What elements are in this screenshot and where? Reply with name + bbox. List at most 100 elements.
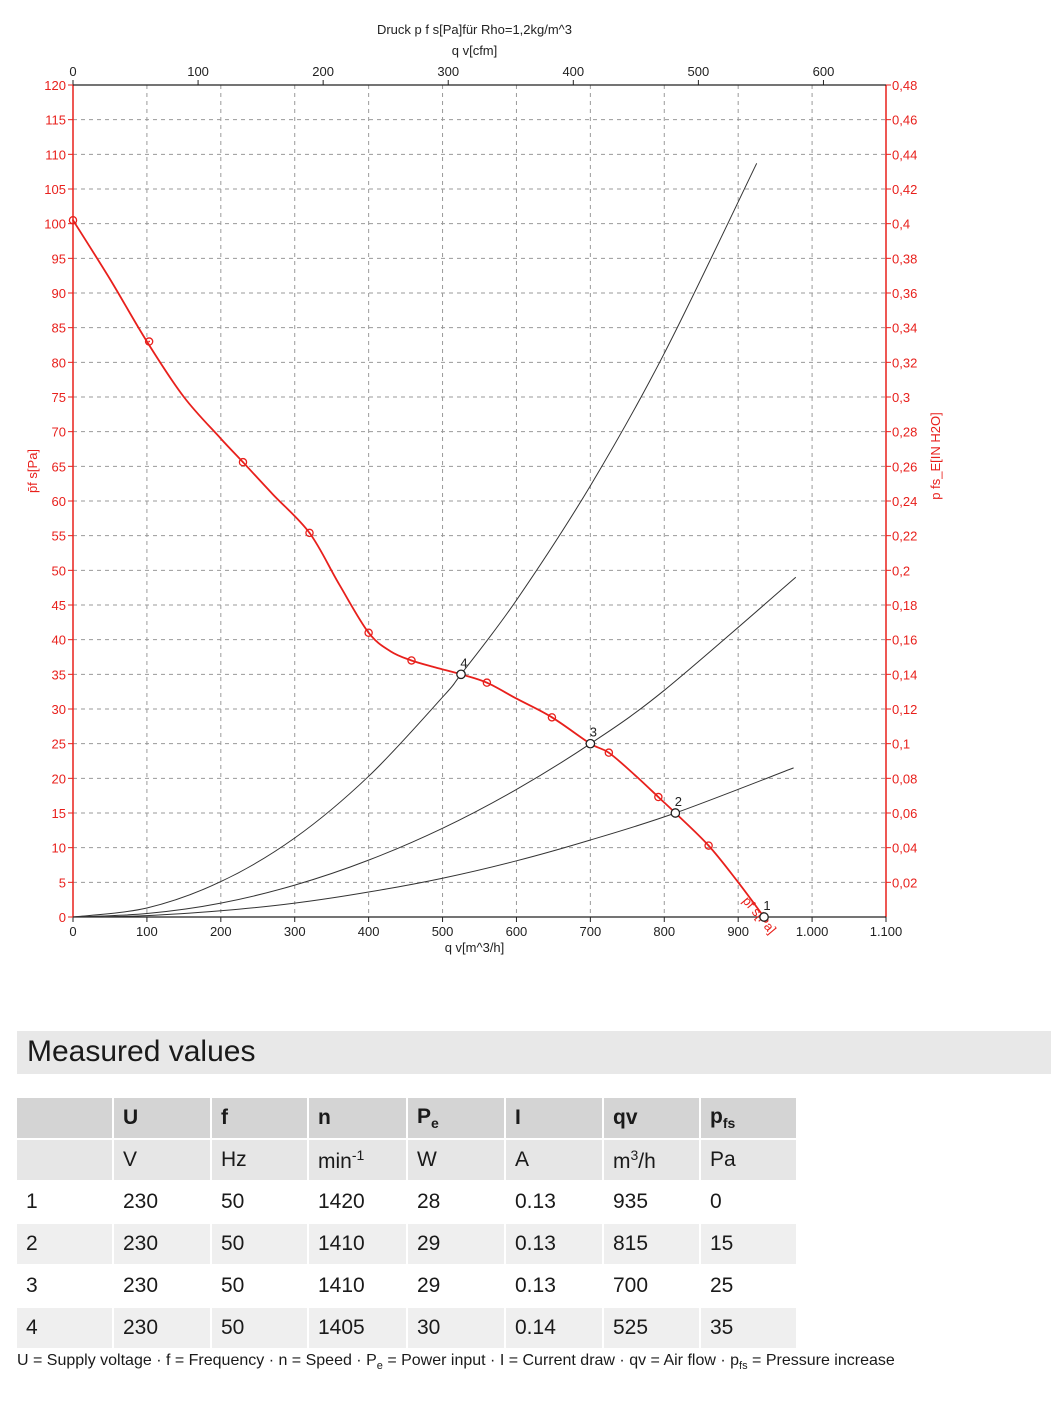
y-right-tick-label: 0,26 (892, 459, 917, 474)
table-row: 1 230 50 1420 28 0.13 935 0 (17, 1182, 798, 1224)
legend-sub-1: e (376, 1360, 383, 1373)
header-text: f (221, 1106, 228, 1129)
x-tick-label: 0 (69, 924, 76, 939)
y-right-tick-label: 0,18 (892, 598, 917, 613)
fan-curve-line (72, 219, 765, 918)
unit-text: A (515, 1148, 530, 1171)
x-tick-label: 1.100 (870, 924, 903, 939)
header-text: P (417, 1104, 432, 1128)
y-right-tick-label: 0,08 (892, 771, 917, 786)
table-row: 3 230 50 1410 29 0.13 700 25 (17, 1266, 798, 1308)
x-tick-label: 800 (653, 924, 675, 939)
fan-curve-marker-dot (148, 340, 151, 343)
y-tick-label: 35 (52, 667, 66, 682)
y-axis-label: p̄f s[Pa] (25, 449, 40, 493)
table-cell: 1405 (309, 1308, 408, 1350)
y-tick-label: 90 (52, 286, 66, 301)
fan-curve-marker (305, 528, 314, 538)
fan-curve-marker (654, 792, 663, 802)
table-cell: 815 (604, 1224, 701, 1266)
fan-curve-marker (238, 457, 248, 467)
x-tick-label: 700 (580, 924, 602, 939)
unit-text: min (318, 1149, 352, 1173)
table-cell: 1410 (309, 1266, 408, 1308)
fan-curve-marker-dot (657, 796, 660, 798)
table-cell: 28 (408, 1182, 506, 1224)
fan-curve-chart: 0 100 200 300 400 500 600 700 800 900 1.000 1.100 0 1… (25, 22, 943, 955)
unit-text: Hz (221, 1148, 247, 1171)
y-tick-label: 60 (52, 494, 66, 509)
measured-values-header: Measured values (17, 1031, 1051, 1074)
table-cell: 0.13 (506, 1266, 604, 1308)
y-tick-label: 95 (52, 251, 66, 266)
y-right-tick-label: 0,14 (892, 667, 917, 682)
y-right-tick-label: 0,46 (892, 113, 917, 128)
x-top-tick-label: 500 (688, 64, 710, 79)
y-tick-label: 25 (52, 737, 66, 752)
table-cell: 50 (212, 1266, 309, 1308)
operating-point (670, 808, 681, 818)
y-tick-label: 20 (52, 771, 66, 786)
operating-point (585, 738, 596, 749)
section-title: Measured values (27, 1035, 256, 1068)
x-tick-label: 500 (432, 924, 454, 939)
x-tick-label: 1.000 (796, 924, 829, 939)
header-cell: f (212, 1098, 309, 1140)
system-curve-2 (72, 576, 797, 918)
legend-text-3: = Pressure increase (747, 1352, 895, 1369)
y-tick-label: 115 (45, 113, 66, 128)
y-right-tick-label: 0,44 (892, 147, 917, 162)
legend-text-2: = Power input · I = Current draw · qv = … (382, 1352, 740, 1369)
unit-text: m (613, 1149, 631, 1173)
table-cell: 29 (408, 1224, 506, 1266)
y-right-tick-label: 0,2 (892, 563, 910, 578)
y-tick-label: 75 (52, 390, 66, 405)
operating-point-label: 3 (590, 725, 597, 740)
y-right-tick-label: 0,06 (892, 806, 917, 821)
y-tick-label: 65 (52, 459, 66, 474)
header-cell: U (114, 1098, 212, 1140)
fan-curve-marker (547, 713, 557, 722)
table-cell: 700 (604, 1266, 701, 1308)
header-subscript: fs (722, 1115, 736, 1132)
table-cell: 3 (17, 1266, 114, 1308)
fan-curve-marker-dot (308, 531, 311, 534)
fan-curve-marker (68, 215, 78, 225)
table-cell: 25 (701, 1266, 798, 1308)
abbreviation-legend: U = Supply voltage · f = Frequency · n =… (17, 1352, 895, 1372)
system-curve-3 (72, 767, 794, 918)
operating-point-label: 1 (763, 898, 770, 913)
header-subscript: e (431, 1115, 439, 1132)
y-tick-label: 70 (52, 425, 66, 440)
x-top-tick-label: 600 (813, 64, 835, 79)
y-tick-label: 110 (45, 147, 66, 162)
header-cell: Pe (408, 1098, 506, 1140)
y-tick-label: 5 (59, 875, 66, 890)
y-right-tick-label: 0,32 (892, 355, 917, 370)
fan-curve-marker (704, 841, 713, 850)
legend-text-1: U = Supply voltage · f = Frequency · n =… (17, 1352, 377, 1369)
fan-curve-marker-dot (242, 461, 244, 464)
table-cell: 1410 (309, 1224, 408, 1266)
operating-point-label: 2 (675, 794, 682, 809)
operating-point (759, 912, 769, 922)
x-tick-label: 400 (358, 924, 380, 939)
fan-curve-marker (407, 656, 416, 665)
y-tick-label: 85 (52, 321, 66, 336)
y-right-tick-label: 0,28 (892, 425, 917, 440)
y-tick-label: 100 (44, 217, 66, 232)
table-cell: 2 (17, 1224, 114, 1266)
fan-curve-marker (144, 337, 154, 346)
x-tick-label: 200 (210, 924, 232, 939)
unit-cell: W (408, 1140, 506, 1182)
table-cell: 0 (701, 1182, 798, 1224)
y-tick-label: 45 (52, 598, 66, 613)
fan-curve-marker-dot (551, 716, 553, 719)
unit-cell: V (114, 1140, 212, 1182)
unit-text: W (417, 1148, 437, 1171)
table-cell: 0.13 (506, 1224, 604, 1266)
fan-curve-marker (604, 748, 614, 757)
